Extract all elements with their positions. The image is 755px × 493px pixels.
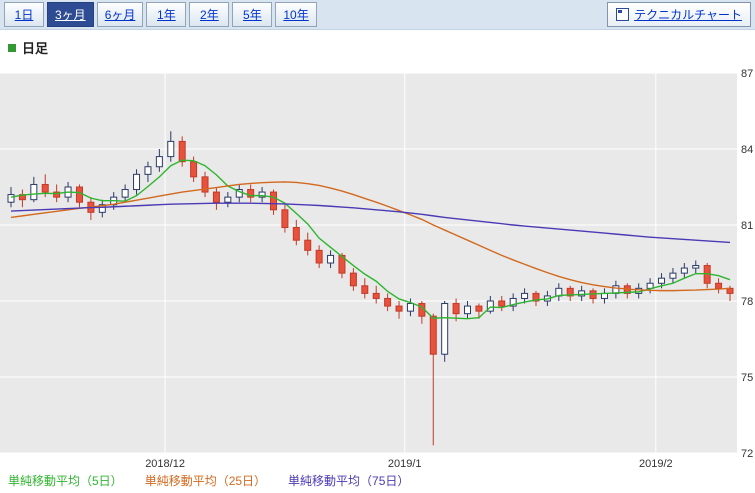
daily-label-bullet-icon (8, 43, 16, 52)
tab-10year[interactable]: 10年 (275, 2, 317, 27)
y-axis-label: 87 (741, 68, 753, 80)
technical-chart-window-icon (616, 8, 630, 21)
tab-2year[interactable]: 2年 (189, 2, 230, 27)
tab-6month[interactable]: 6ヶ月 (96, 2, 144, 27)
period-tabs: 1日 3ヶ月 6ヶ月 1年 2年 5年 10年 (4, 2, 317, 27)
y-axis-label: 81 (741, 220, 753, 232)
chart-legend: 単純移動平均（5日） 単純移動平均（25日） 単純移動平均（75日） (8, 472, 409, 489)
tab-5year[interactable]: 5年 (232, 2, 273, 27)
legend-sma25: 単純移動平均（25日） (144, 474, 267, 488)
y-axis-label: 72 (741, 448, 753, 460)
y-axis-label: 75 (741, 372, 753, 384)
y-axis-label: 78 (741, 296, 753, 308)
price-chart: 87 84 81 78 75 72 2018/12 2019/1 2019/2 (0, 68, 755, 473)
plot-background (0, 73, 737, 453)
sma-line-1 (10, 181, 731, 292)
legend-sma75: 単純移動平均（75日） (288, 474, 410, 488)
daily-chart-label: 日足 (22, 41, 49, 56)
legend-sma5: 単純移動平均（5日） (8, 474, 123, 488)
period-toolbar: 1日 3ヶ月 6ヶ月 1年 2年 5年 10年 テクニカルチャート (0, 0, 755, 30)
technical-chart-button-label: テクニカルチャート (634, 8, 742, 22)
technical-chart-button[interactable]: テクニカルチャート (607, 2, 751, 27)
sma-line-0 (10, 159, 731, 320)
chart-type-row: 日足 (8, 38, 48, 57)
y-axis-label: 84 (741, 144, 753, 156)
tab-3month[interactable]: 3ヶ月 (47, 2, 94, 27)
tab-1year[interactable]: 1年 (146, 2, 187, 27)
tab-1day[interactable]: 1日 (4, 2, 44, 27)
x-axis-label: 2019/1 (388, 458, 422, 470)
sma-line-2 (10, 202, 731, 244)
x-axis-label: 2019/2 (639, 458, 673, 470)
x-axis-label: 2018/12 (145, 458, 185, 470)
candlestick-chart-svg: 87 84 81 78 75 72 2018/12 2019/1 2019/2 (0, 68, 753, 470)
